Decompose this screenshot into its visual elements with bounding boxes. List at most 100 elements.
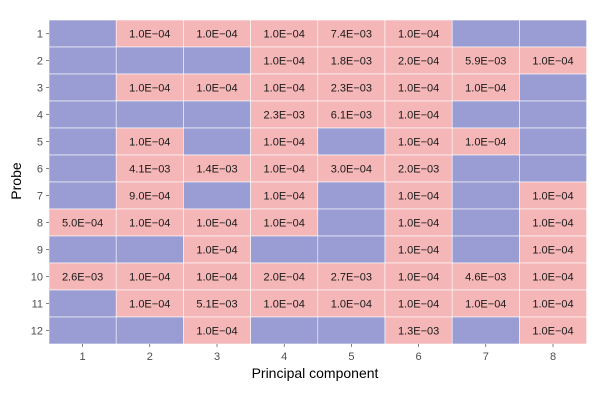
cell-value-label: 1.0E−04: [398, 29, 439, 41]
cell-value-label: 1.0E−04: [129, 137, 170, 149]
heatmap-cell: [250, 100, 319, 129]
x-tick-label: 6: [416, 351, 422, 363]
heatmap-cell: [250, 19, 319, 48]
cell-value-label: 1.3E−03: [398, 326, 439, 338]
heatmap-cell: [451, 73, 520, 102]
heatmap-cell: [519, 289, 587, 318]
cell-value-label: 4.6E−03: [465, 272, 506, 284]
heatmap-cell: [384, 154, 453, 183]
heatmap-cell: [317, 127, 386, 156]
cell-value-label: 1.0E−04: [129, 83, 170, 95]
cell-value-label: 1.0E−04: [532, 299, 573, 311]
heatmap-cell: [451, 127, 520, 156]
heatmap-cell: [451, 262, 520, 291]
y-tick-label: 3: [37, 83, 43, 95]
cell-value-label: 1.0E−04: [532, 218, 573, 230]
heatmap-cell: [519, 316, 587, 345]
heatmap-cell: [115, 316, 184, 345]
heatmap-cell: [250, 127, 319, 156]
y-tick-label: 7: [37, 191, 43, 203]
heatmap-cell: [519, 208, 587, 237]
heatmap-cell: [317, 154, 386, 183]
heatmap-cell: [115, 100, 184, 129]
heatmap-cell: [451, 208, 520, 237]
cell-value-label: 5.1E−03: [196, 299, 237, 311]
cell-value-label: 1.0E−04: [196, 218, 237, 230]
x-tick-label: 8: [550, 351, 556, 363]
heatmap-cell: [451, 289, 520, 318]
cell-value-label: 2.0E−04: [398, 56, 439, 68]
heatmap-cell: [317, 262, 386, 291]
heatmap-cell: [519, 73, 587, 102]
cell-value-label: 1.0E−04: [398, 272, 439, 284]
cell-value-label: 1.0E−04: [398, 245, 439, 257]
heatmap-cell: [183, 127, 251, 156]
y-tick-label: 10: [31, 272, 43, 284]
heatmap-cell: [48, 181, 117, 210]
x-tick-label: 4: [281, 351, 287, 363]
cell-value-label: 1.0E−04: [398, 137, 439, 149]
cell-value-label: 5.9E−03: [465, 56, 506, 68]
cell-value-label: 1.0E−04: [129, 218, 170, 230]
heatmap-cell: [48, 262, 117, 291]
cell-value-label: 1.0E−04: [196, 272, 237, 284]
heatmap-cell: [451, 181, 520, 210]
heatmap-cell: [384, 46, 453, 75]
cell-value-label: 1.0E−04: [264, 164, 305, 176]
heatmap-cell: [451, 100, 520, 129]
heatmap-cell: [250, 46, 319, 75]
heatmap-cell: [317, 181, 386, 210]
heatmap-cell: [451, 235, 520, 264]
heatmap-cell: [183, 19, 251, 48]
heatmap-cell: [451, 19, 520, 48]
cell-value-label: 1.0E−04: [398, 83, 439, 95]
heatmap-cell: [451, 154, 520, 183]
heatmap-cell: [317, 208, 386, 237]
cell-value-label: 1.0E−04: [331, 299, 372, 311]
cell-value-label: 1.0E−04: [398, 191, 439, 203]
y-tick-label: 4: [37, 110, 43, 122]
heatmap-cell: [519, 127, 587, 156]
heatmap-cell: [48, 127, 117, 156]
heatmap-cell: [115, 181, 184, 210]
heatmap-cell: [48, 19, 117, 48]
x-tick-label: 3: [214, 351, 220, 363]
x-axis-ticks: 1 2 3 4 5 6 7 8: [80, 344, 556, 363]
heatmap-cell: [48, 100, 117, 129]
heatmap-cell: [519, 46, 587, 75]
heatmap-cell: [115, 19, 184, 48]
heatmap-cell: [115, 46, 184, 75]
cell-value-label: 5.0E−04: [62, 218, 103, 230]
y-tick-label: 8: [37, 218, 43, 230]
cell-value-label: 1.0E−04: [532, 56, 573, 68]
heatmap-cell: [183, 235, 251, 264]
heatmap-cell: [317, 316, 386, 345]
cell-value-label: 1.0E−04: [264, 218, 305, 230]
heatmap-cell: [317, 235, 386, 264]
heatmap-cell: [250, 208, 319, 237]
heatmap-cell: [384, 181, 453, 210]
heatmap-cell: [250, 235, 319, 264]
cell-value-label: 1.0E−04: [532, 245, 573, 257]
cell-value-label: 9.0E−04: [129, 191, 170, 203]
heatmap-cell: [183, 289, 251, 318]
heatmap-cell: [317, 19, 386, 48]
heatmap-cell: [317, 73, 386, 102]
y-tick-label: 6: [37, 164, 43, 176]
heatmap-cell: [519, 100, 587, 129]
cell-value-label: 1.0E−04: [196, 245, 237, 257]
cell-value-label: 4.1E−03: [129, 164, 170, 176]
heatmap-cell: [384, 262, 453, 291]
heatmap-cell: [48, 235, 117, 264]
heatmap-cell: [183, 100, 251, 129]
cell-value-label: 1.0E−04: [129, 272, 170, 284]
cell-value-label: 1.0E−04: [465, 83, 506, 95]
cell-value-label: 1.0E−04: [196, 326, 237, 338]
heatmap-cell: [48, 316, 117, 345]
heatmap-cell: [183, 154, 251, 183]
cell-value-label: 1.0E−04: [398, 110, 439, 122]
heatmap-cell: [317, 289, 386, 318]
y-tick-label: 5: [37, 137, 43, 149]
